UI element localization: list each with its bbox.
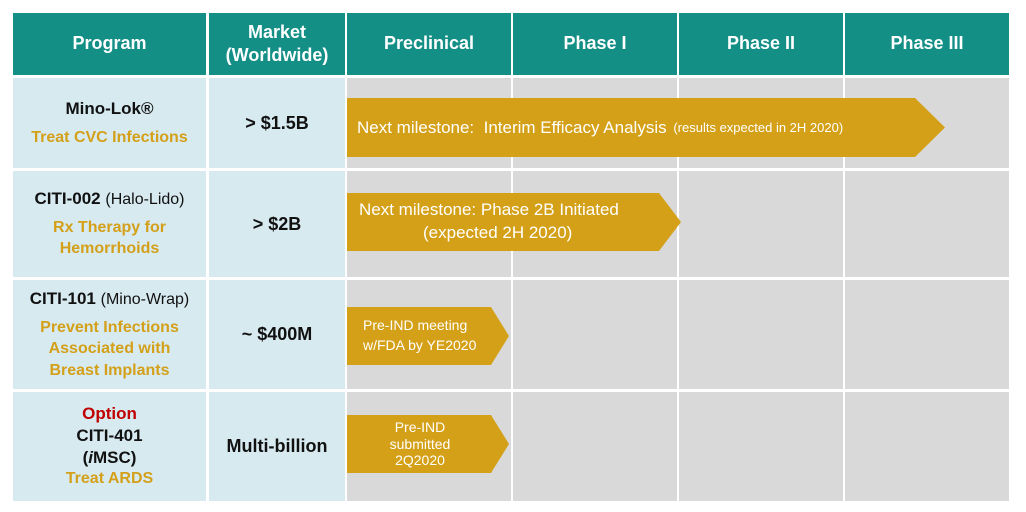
milestone-label: Next milestone: bbox=[357, 117, 475, 137]
name-rest: MSC) bbox=[92, 448, 137, 468]
name-paren: ( bbox=[82, 448, 89, 468]
milestone-line2: w/FDA by YE2020 bbox=[363, 337, 477, 353]
phase-cell bbox=[679, 171, 843, 277]
milestone-line3: 2Q2020 bbox=[395, 452, 445, 469]
row-citi-002-market: > $2B bbox=[209, 171, 345, 277]
header-market-line1: Market bbox=[247, 21, 307, 42]
phase-cell bbox=[679, 392, 843, 501]
milestone-text: Phase 2B Initiated bbox=[480, 200, 619, 220]
row-citi-101-program: CITI-101 (Mino-Wrap) Prevent Infections … bbox=[13, 280, 206, 389]
milestone-note: (expected 2H 2020) bbox=[423, 223, 573, 242]
market-value: > $1.5B bbox=[245, 112, 309, 133]
program-name-suffix: (Mino-Wrap) bbox=[100, 290, 190, 308]
header-market: Market (Worldwide) bbox=[209, 13, 345, 75]
row-mino-lok-program: Mino-Lok® Treat CVC Infections bbox=[13, 78, 206, 168]
milestone-line1: Pre-IND meeting bbox=[363, 317, 468, 334]
milestone-text: Interim Efficacy Analysis bbox=[483, 117, 667, 137]
program-name: CITI-002 bbox=[34, 188, 101, 208]
milestone-line2: submitted bbox=[389, 435, 451, 452]
phase-cell bbox=[679, 280, 843, 389]
program-name-line: CITI-101 (Mino-Wrap) bbox=[30, 288, 189, 311]
phase-cell bbox=[845, 171, 1009, 277]
milestone-label: Next milestone: bbox=[359, 200, 477, 220]
program-name: Mino-Lok® bbox=[65, 98, 154, 118]
milestone-note: (results expected in 2H 2020) bbox=[673, 120, 844, 135]
program-name-line: CITI-002 (Halo-Lido) bbox=[34, 188, 184, 211]
phase-cell bbox=[845, 392, 1009, 501]
program-name-suffix: (Halo-Lido) bbox=[105, 190, 185, 208]
milestone-arrow-citi-401: Pre-IND submitted 2Q2020 bbox=[347, 415, 509, 473]
milestone-arrow-mino-lok: Next milestone: Interim Efficacy Analysi… bbox=[347, 98, 945, 157]
option-label: Option bbox=[82, 403, 137, 423]
milestone-line1: Next milestone: Phase 2B Initiated bbox=[359, 199, 619, 222]
program-indication-line2: Associated with bbox=[48, 340, 171, 358]
name-italic: i bbox=[88, 448, 93, 468]
program-indication-line3: Breast Implants bbox=[49, 361, 170, 379]
program-indication-line2: Hemorrhoids bbox=[59, 240, 160, 258]
header-phase2: Phase II bbox=[679, 13, 843, 75]
program-name: CITI-101 bbox=[29, 288, 96, 308]
header-preclinical-label: Preclinical bbox=[383, 33, 475, 54]
program-name: CITI-401 bbox=[76, 426, 143, 446]
program-indication-line1: Prevent Infections bbox=[40, 318, 179, 336]
header-program-label: Program bbox=[72, 33, 147, 54]
milestone-arrow-citi-002: Next milestone: Phase 2B Initiated (expe… bbox=[347, 193, 681, 251]
header-phase2-label: Phase II bbox=[726, 33, 796, 54]
program-indication-line1: Rx Therapy for bbox=[53, 218, 166, 236]
program-name-line2: (iMSC) bbox=[83, 447, 137, 469]
milestone-arrow-citi-101: Pre-IND meeting w/FDA by YE2020 bbox=[347, 307, 509, 365]
row-mino-lok-market: > $1.5B bbox=[209, 78, 345, 168]
header-phase1: Phase I bbox=[513, 13, 677, 75]
phase-cell bbox=[513, 392, 677, 501]
row-citi-002-program: CITI-002 (Halo-Lido) Rx Therapy for Hemo… bbox=[13, 171, 206, 277]
market-value: ~ $400M bbox=[241, 324, 313, 344]
program-indication: Treat ARDS bbox=[65, 470, 154, 488]
header-phase3: Phase III bbox=[845, 13, 1009, 75]
phase-cell bbox=[513, 280, 677, 389]
header-preclinical: Preclinical bbox=[347, 13, 511, 75]
header-program: Program bbox=[13, 13, 206, 75]
phase-cell bbox=[845, 280, 1009, 389]
row-citi-401-market: Multi-billion bbox=[209, 392, 345, 501]
pipeline-table: Program Market (Worldwide) Preclinical P… bbox=[13, 13, 1009, 501]
market-value: > $2B bbox=[252, 213, 302, 234]
milestone-line1: Pre-IND bbox=[394, 418, 446, 435]
header-phase1-label: Phase I bbox=[563, 33, 627, 54]
market-value: Multi-billion bbox=[226, 436, 328, 456]
header-phase3-label: Phase III bbox=[890, 33, 964, 54]
program-indication: Treat CVC Infections bbox=[31, 128, 188, 146]
header-market-line2: (Worldwide) bbox=[225, 45, 329, 65]
row-citi-401-program: Option CITI-401 (iMSC) Treat ARDS bbox=[13, 392, 206, 501]
row-citi-101-market: ~ $400M bbox=[209, 280, 345, 389]
